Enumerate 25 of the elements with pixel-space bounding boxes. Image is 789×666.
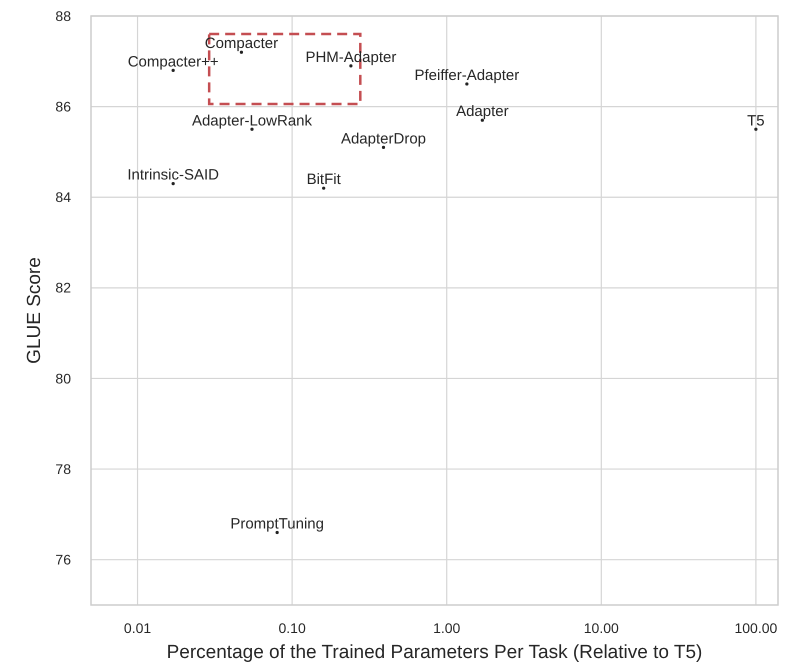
y-tick-label: 84 (55, 189, 72, 206)
annotation: T5 (747, 112, 765, 130)
annotation: Compacter (204, 35, 278, 52)
x-tick-label: 1.00 (433, 620, 461, 636)
x-tick-label: 10.00 (584, 620, 620, 636)
y-tick-label: 88 (55, 8, 72, 24)
y-tick-label: 86 (55, 98, 72, 115)
x-tick-label: 100.00 (734, 620, 778, 636)
annotation: BitFit (306, 171, 342, 188)
annotation: Adapter-LowRank (192, 112, 313, 130)
y-axis-title: GLUE Score (24, 257, 45, 364)
y-tick-label: 80 (55, 370, 72, 386)
y-tick-label: 76 (55, 552, 72, 568)
annotation: PromptTuning (230, 516, 324, 533)
x-axis-title: Percentage of the Trained Parameters Per Task (Relative to T5) (166, 642, 702, 663)
x-tick-label: 0.01 (124, 620, 152, 636)
y-tick-label: 78 (55, 460, 72, 477)
annotation: Pfeiffer-Adapter (414, 66, 520, 84)
y-tick-label: 82 (55, 280, 72, 296)
annotation: Adapter (456, 103, 509, 120)
annotation: Compacter++ (128, 53, 219, 70)
annotation: AdapterDrop (340, 130, 426, 148)
annotation: Intrinsic-SAID (127, 166, 220, 184)
annotation: PHM-Adapter (305, 48, 396, 66)
x-tick-label: 0.10 (278, 620, 306, 636)
